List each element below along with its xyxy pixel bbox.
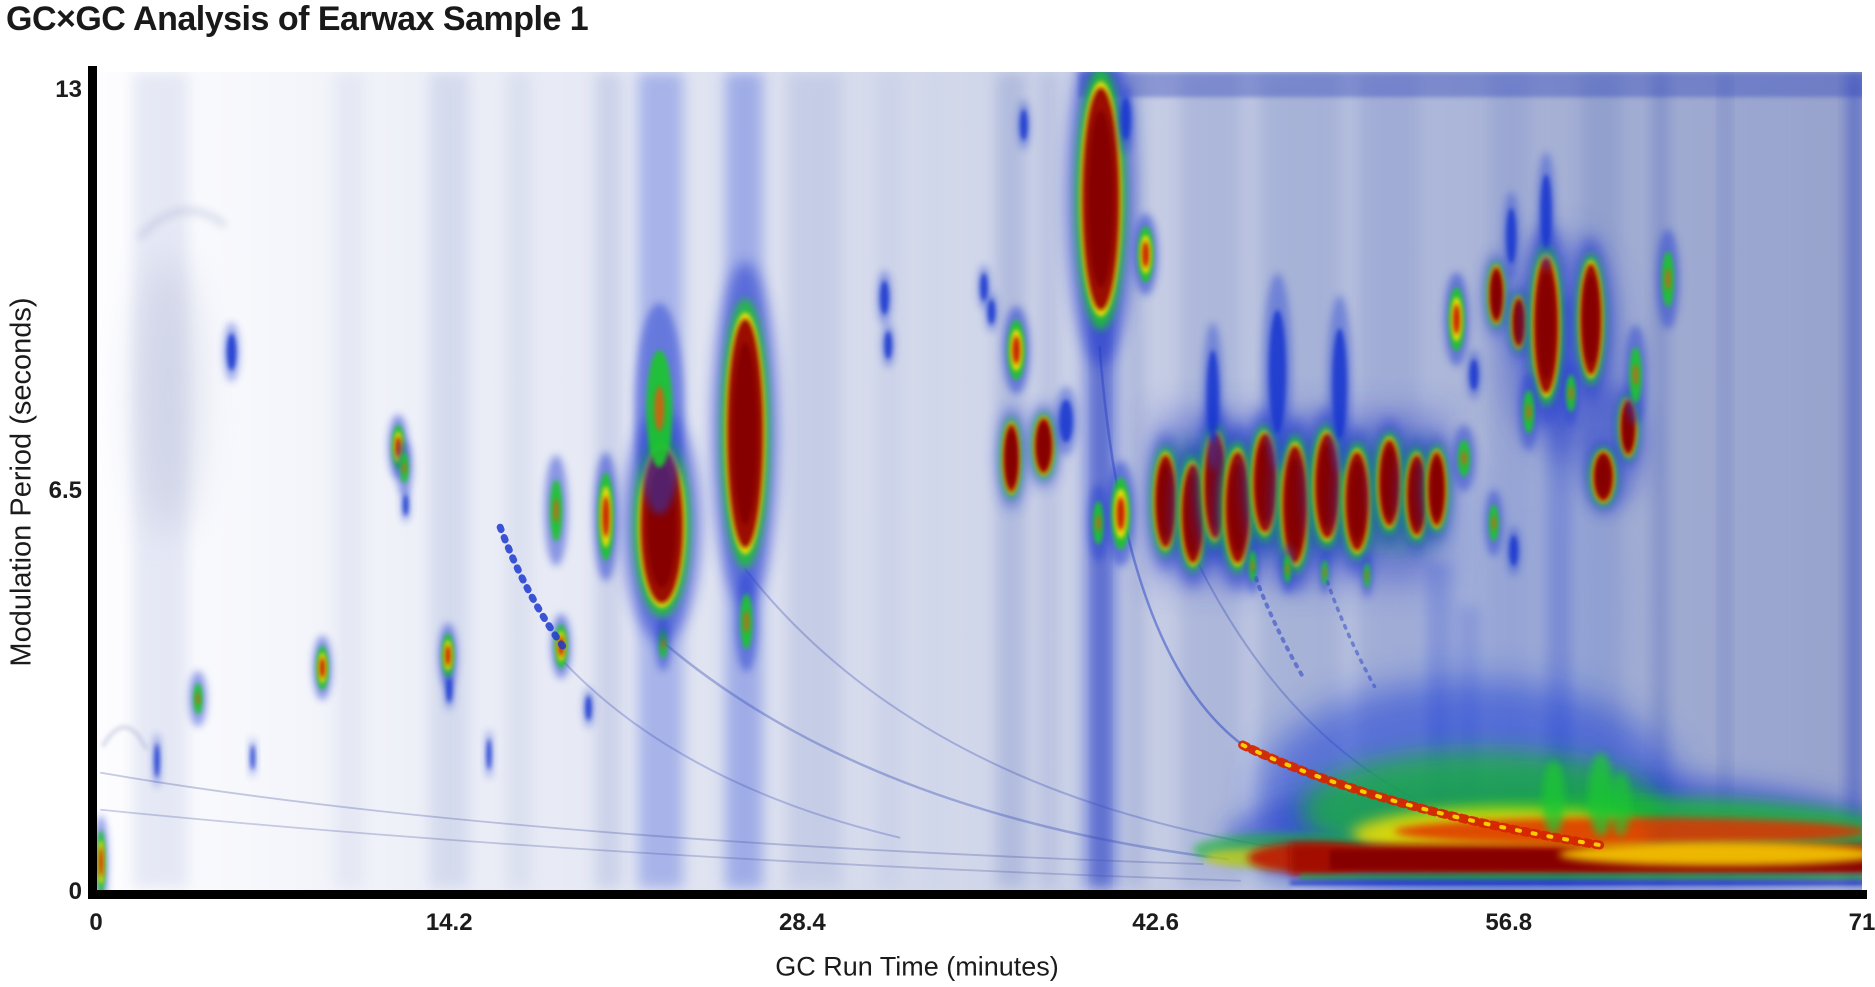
x-tick-label: 56.8: [1485, 909, 1532, 936]
y-tick-label: 13: [55, 76, 82, 103]
x-tick-label: 28.4: [779, 909, 826, 936]
axes: 0 14.2 28.4 42.6 56.8 71 0 6.5 13: [49, 66, 1875, 936]
x-axis-title: GC Run Time (minutes): [775, 951, 1059, 982]
heatmap-peaks: [97, 72, 1680, 898]
wraparound-arcs: [100, 206, 1426, 882]
x-tick-label: 0: [89, 909, 102, 936]
y-axis-line: [88, 66, 97, 899]
beaded-modulation-trails: [496, 523, 1608, 851]
y-axis-title: Modulation Period (seconds): [5, 297, 38, 667]
y-tick-label: 0: [69, 878, 82, 905]
x-tick-label: 71: [1849, 909, 1875, 936]
y-tick-label: 6.5: [49, 477, 82, 504]
x-tick-label: 14.2: [426, 909, 473, 936]
heatmap-canvas: [97, 72, 1862, 898]
chart-title: GC×GC Analysis of Earwax Sample 1: [6, 0, 589, 38]
x-axis-line: [88, 890, 1867, 899]
x-tick-label: 42.6: [1132, 909, 1179, 936]
